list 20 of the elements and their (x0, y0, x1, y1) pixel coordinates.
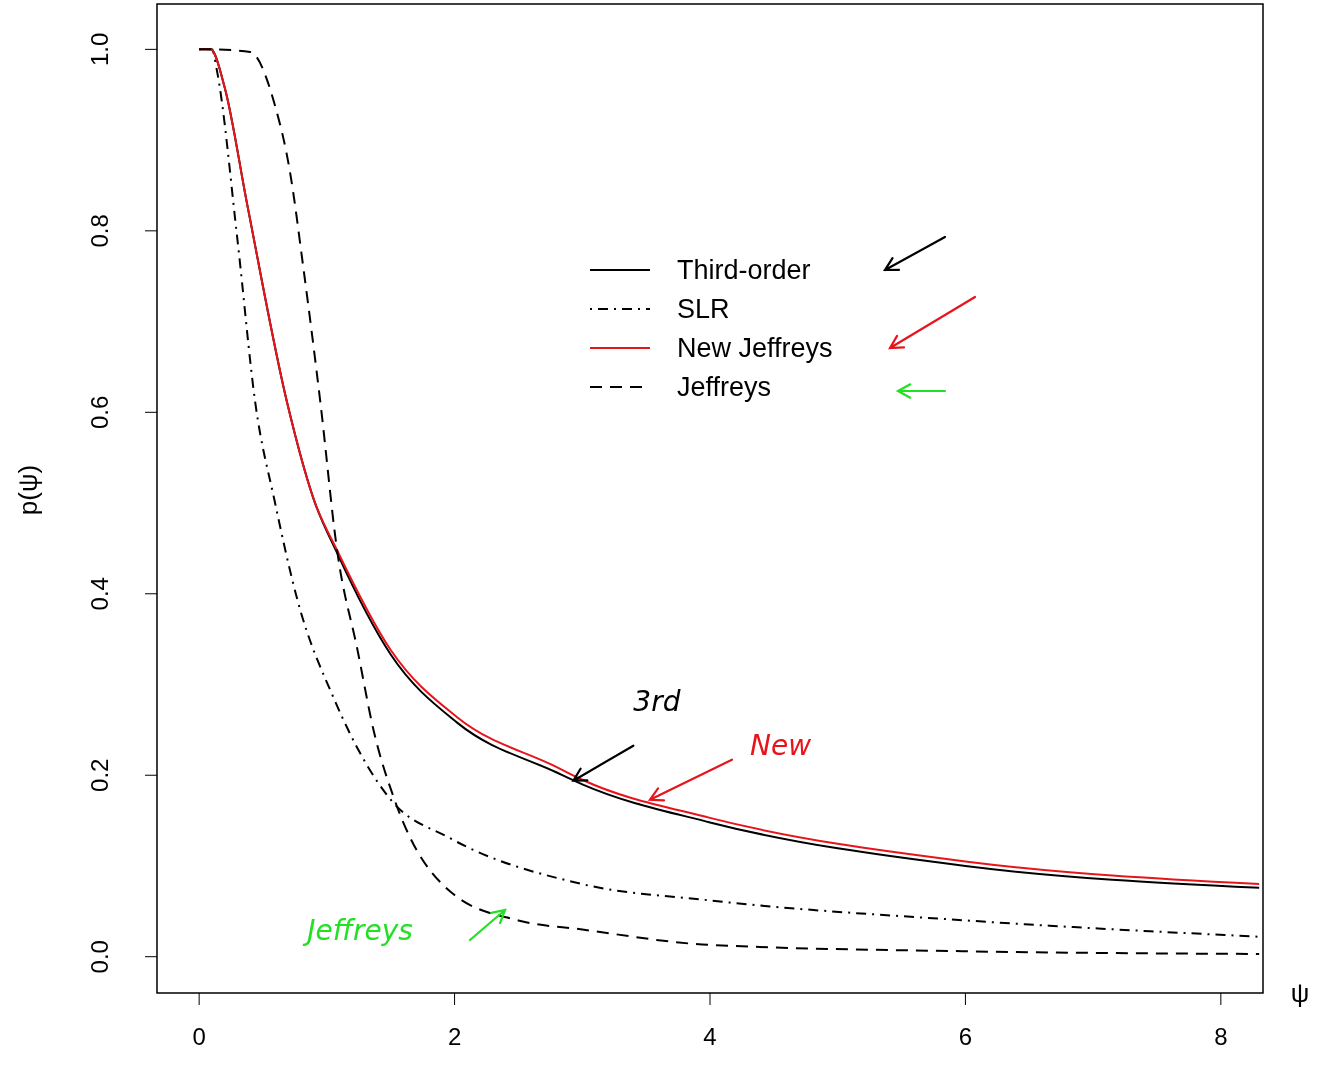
annotation: Jeffreys (302, 914, 413, 947)
x-tick-label: 8 (1214, 1023, 1228, 1050)
annotation: New (749, 728, 812, 762)
x-tick-label: 4 (703, 1023, 717, 1050)
legend-label: Third-order (677, 255, 811, 285)
y-axis-title: p(ψ) (12, 464, 43, 516)
x-tick-label: 2 (447, 1023, 462, 1050)
y-tick-label: 0.4 (86, 577, 114, 611)
y-tick-label: 0.8 (86, 214, 114, 248)
y-tick-label: 1.0 (86, 32, 114, 67)
legend-label: Jeffreys (677, 372, 772, 402)
annotation: 3rd (633, 684, 681, 718)
x-axis-title: ψ (1290, 978, 1310, 1008)
x-tick-label: 0 (192, 1023, 206, 1050)
y-tick-label: 0.2 (86, 758, 114, 792)
y-tick-label: 0.0 (86, 940, 114, 974)
x-tick-label: 6 (958, 1023, 973, 1050)
legend-label: SLR (677, 294, 730, 324)
legend-label: New Jeffreys (677, 333, 833, 363)
y-tick-label: 0.6 (86, 395, 114, 429)
